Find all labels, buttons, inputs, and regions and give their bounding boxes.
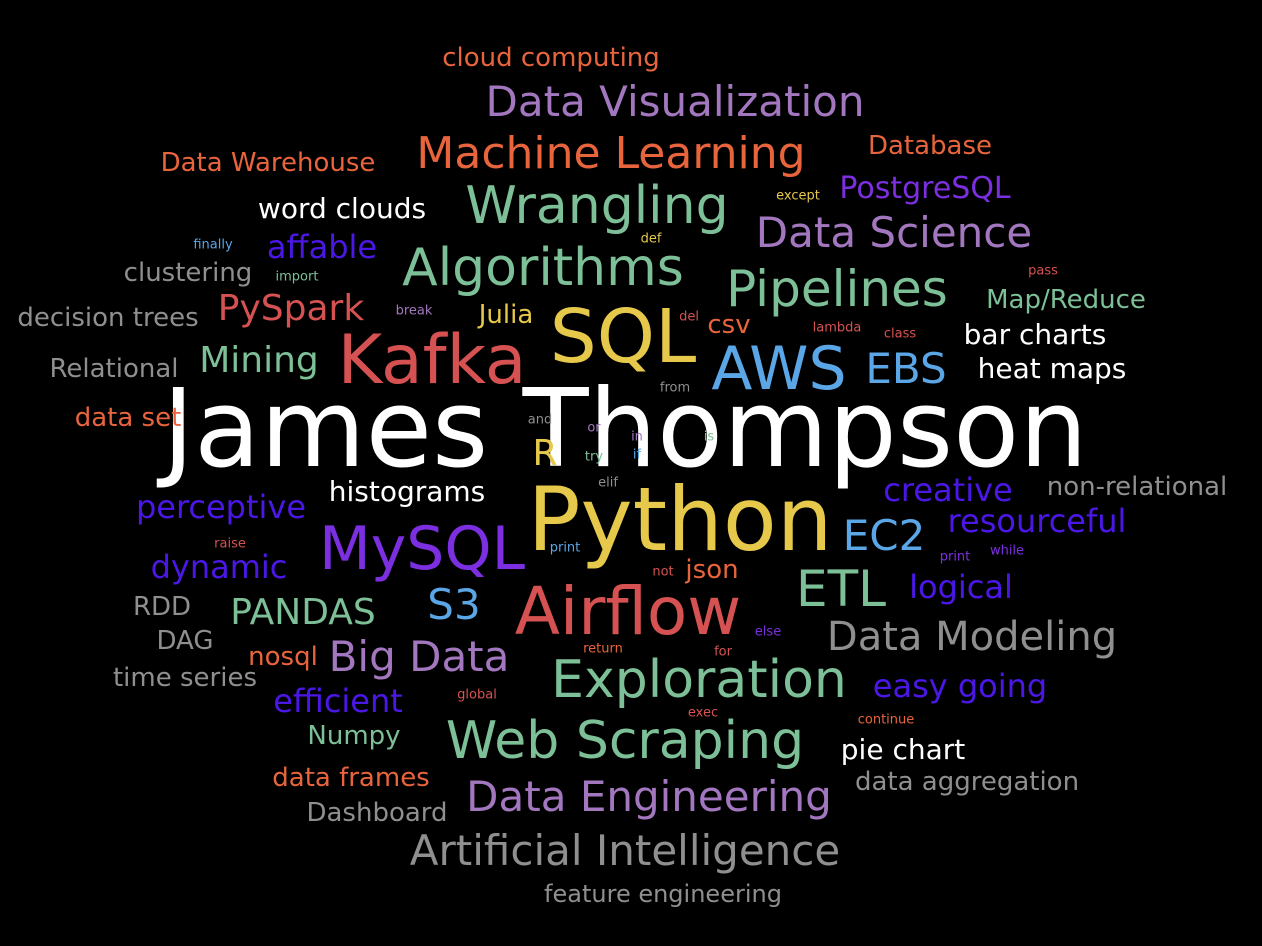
word-histograms: histograms xyxy=(328,475,486,508)
word-resourceful: resourceful xyxy=(947,502,1127,540)
word-data-aggregation: data aggregation xyxy=(854,767,1080,797)
word-or: or xyxy=(587,420,601,436)
word-dynamic: dynamic xyxy=(150,548,288,586)
word-class: class xyxy=(883,326,917,342)
word-sql: SQL xyxy=(549,294,697,380)
word-bar-charts: bar charts xyxy=(963,318,1107,351)
word-except: except xyxy=(776,188,820,204)
word-dag: DAG xyxy=(156,626,214,656)
word-import: import xyxy=(275,269,319,285)
word-lambda: lambda xyxy=(812,320,862,336)
word-data-science: Data Science xyxy=(755,208,1033,257)
word-exploration: Exploration xyxy=(551,650,847,710)
word-nosql: nosql xyxy=(248,642,318,672)
word-affable: affable xyxy=(266,228,378,266)
word-return: return xyxy=(583,641,623,657)
word-decision-trees: decision trees xyxy=(17,303,199,333)
word-efficient: efficient xyxy=(273,682,403,720)
word-in: in xyxy=(631,429,643,445)
word-for: for xyxy=(714,644,732,660)
word-non-relational: non-relational xyxy=(1046,472,1228,502)
word-rdd: RDD xyxy=(132,592,192,622)
word-map-reduce: Map/Reduce xyxy=(986,285,1146,315)
word-csv: csv xyxy=(707,310,751,340)
word-easy-going: easy going xyxy=(872,667,1048,705)
word-try: try xyxy=(584,449,604,465)
word-database: Database xyxy=(867,131,993,161)
word-data-engineering: Data Engineering xyxy=(466,772,832,821)
word-artificial-intelligence: Artificial Intelligence xyxy=(409,826,841,875)
word-mining: Mining xyxy=(199,340,319,381)
word-time-series: time series xyxy=(112,663,258,693)
word-def: def xyxy=(640,231,662,247)
word-perceptive: perceptive xyxy=(135,488,307,526)
word-data-visualization: Data Visualization xyxy=(485,77,865,126)
word-pass: pass xyxy=(1028,263,1058,279)
word-global: global xyxy=(457,687,497,703)
word-creative: creative xyxy=(883,471,1013,509)
word-algorithms: Algorithms xyxy=(402,238,684,298)
word-else: else xyxy=(754,624,782,640)
word-aws: AWS xyxy=(711,334,847,404)
word-finally: finally xyxy=(193,237,233,253)
word-print-1: print xyxy=(549,540,581,556)
word-elif: elif xyxy=(598,475,618,491)
word-data-warehouse: Data Warehouse xyxy=(160,148,376,178)
word-relational: Relational xyxy=(49,354,179,384)
word-kafka: Kafka xyxy=(337,321,527,400)
word-james-thompson: James Thompson xyxy=(162,367,1088,492)
word-dashboard: Dashboard xyxy=(306,798,448,828)
word-del: del xyxy=(679,309,699,325)
word-machine-learning: Machine Learning xyxy=(416,128,806,179)
word-r: R xyxy=(532,433,558,474)
word-if: if xyxy=(632,447,642,463)
word-big-data: Big Data xyxy=(328,632,510,681)
word-exec: exec xyxy=(687,705,719,721)
word-airflow: Airflow xyxy=(514,573,742,650)
word-heat-maps: heat maps xyxy=(977,352,1127,385)
word-pie-chart: pie chart xyxy=(840,733,966,766)
word-python: Python xyxy=(527,468,833,571)
word-julia: Julia xyxy=(478,300,534,330)
word-json: json xyxy=(685,555,739,585)
word-break: break xyxy=(395,303,433,319)
word-data-modeling: Data Modeling xyxy=(826,614,1118,660)
word-raise: raise xyxy=(214,536,246,552)
word-data-frames: data frames xyxy=(272,763,430,793)
word-mysql: MySQL xyxy=(318,514,526,584)
word-ebs: EBS xyxy=(865,344,947,393)
word-is: is xyxy=(703,429,715,445)
word-pipelines: Pipelines xyxy=(726,260,948,318)
word-print-2: print xyxy=(939,549,971,565)
word-numpy: Numpy xyxy=(307,721,401,751)
word-wrangling: Wrangling xyxy=(465,176,729,236)
word-ec2: EC2 xyxy=(842,511,926,560)
word-cloud-computing: cloud computing xyxy=(442,43,660,73)
word-word-clouds: word clouds xyxy=(257,192,427,225)
word-while: while xyxy=(989,543,1025,559)
word-pandas: PANDAS xyxy=(230,592,376,633)
word-continue: continue xyxy=(857,712,915,728)
word-pyspark: PySpark xyxy=(217,288,365,329)
word-data-set: data set xyxy=(74,403,182,433)
word-etl: ETL xyxy=(796,560,886,618)
word-postgresql: PostgreSQL xyxy=(839,171,1011,206)
word-from: from xyxy=(659,380,691,396)
word-web-scraping: Web Scraping xyxy=(445,711,805,771)
word-feature-engineering: feature engineering xyxy=(544,880,782,908)
word-s3: S3 xyxy=(427,580,481,629)
word-and: and xyxy=(527,412,553,428)
word-clustering: clustering xyxy=(123,258,253,288)
word-not: not xyxy=(652,564,674,580)
word-logical: logical xyxy=(909,568,1013,606)
